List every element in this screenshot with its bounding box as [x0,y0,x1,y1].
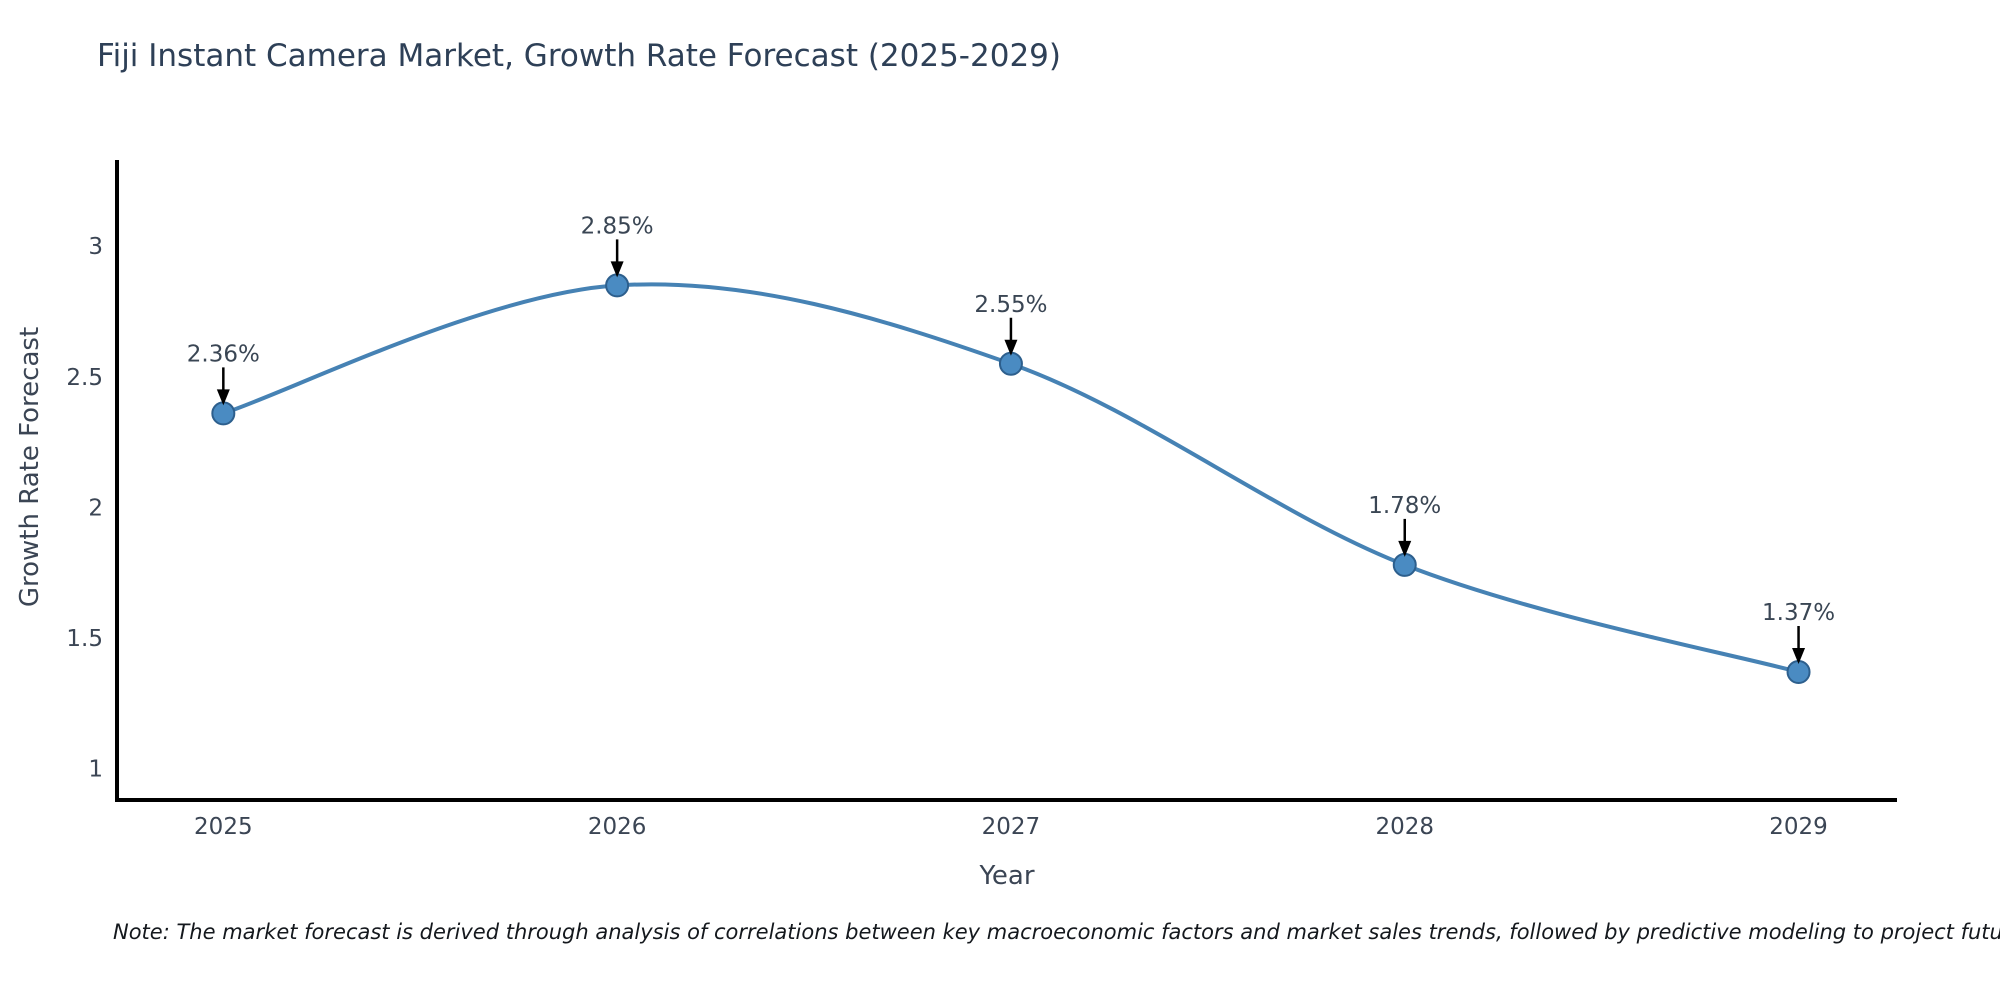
x-tick-label: 2028 [1375,814,1434,840]
x-tick-label: 2027 [982,814,1041,840]
annotation-arrow-head [1792,648,1806,664]
data-point-marker [998,351,1023,376]
data-point-marker [1786,660,1811,684]
data-point-label: 1.37% [1762,600,1835,626]
data-point-label: 1.78% [1368,493,1441,519]
data-point-marker [211,401,236,426]
data-point-label: 2.55% [974,292,1047,318]
annotation-arrow-head [610,261,624,278]
data-point-label: 2.36% [187,341,260,367]
x-tick-label: 2029 [1769,814,1828,840]
y-tick-label: 2.5 [66,365,103,391]
annotation-arrow-head [216,389,230,406]
data-point-marker [1392,552,1417,577]
x-tick-label: 2026 [588,814,647,840]
annotation-arrow-head [1004,339,1018,356]
y-tick-label: 3 [88,234,103,260]
data-point-label: 2.85% [581,213,654,239]
y-tick-label: 1 [88,757,103,783]
annotation-arrow-head [1398,540,1412,557]
x-axis-title: Year [979,861,1035,891]
y-tick-label: 2 [88,495,103,521]
data-point-marker [605,273,630,298]
chart-title: Fiji Instant Camera Market, Growth Rate … [97,38,1061,74]
footnote: Note: The market forecast is derived thr… [113,920,2000,944]
x-tick-label: 2025 [194,814,253,840]
y-tick-label: 1.5 [66,626,103,652]
